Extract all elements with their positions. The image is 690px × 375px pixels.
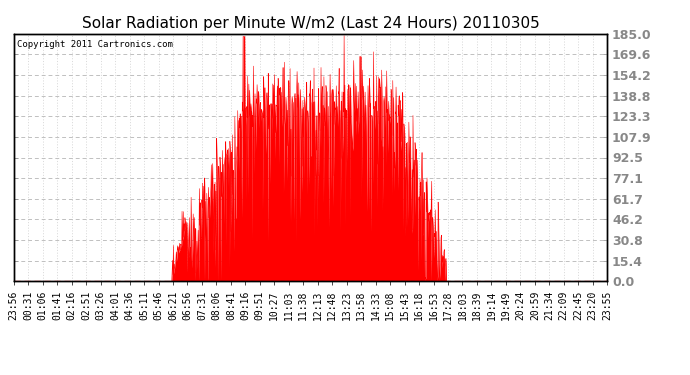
Text: Copyright 2011 Cartronics.com: Copyright 2011 Cartronics.com	[17, 40, 172, 49]
Title: Solar Radiation per Minute W/m2 (Last 24 Hours) 20110305: Solar Radiation per Minute W/m2 (Last 24…	[81, 16, 540, 31]
